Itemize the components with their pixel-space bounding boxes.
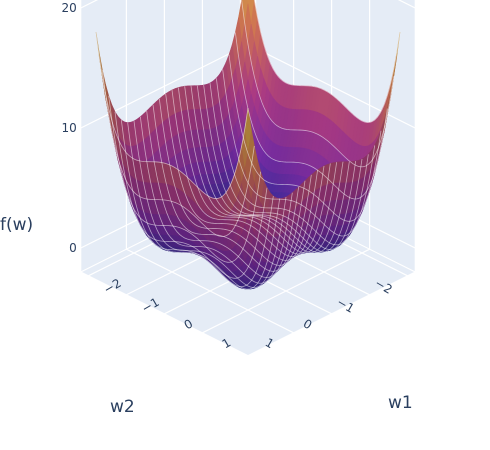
contour-line — [190, 85, 344, 253]
contour-line — [114, 111, 268, 279]
contour-line — [196, 85, 350, 253]
contour-line — [215, 78, 369, 246]
surface-contours — [95, 0, 401, 290]
z-tick-label: 20 — [62, 1, 77, 15]
contour-line — [146, 110, 300, 278]
contour-line — [184, 86, 338, 254]
z-tick-label: 0 — [69, 241, 77, 255]
contour-line — [234, 32, 388, 200]
contour-line — [158, 98, 312, 266]
contour-line — [241, 0, 395, 168]
z-tick-label: 10 — [62, 121, 77, 135]
contour-line — [177, 87, 331, 255]
z-axis-title: f(w) — [0, 215, 33, 235]
contour-line — [253, 0, 401, 123]
contour-line — [101, 69, 255, 237]
x-axis-title: w1 — [388, 393, 413, 413]
contour-line — [171, 89, 325, 257]
contour-line — [139, 116, 293, 284]
contour-line — [209, 82, 363, 250]
contour-line — [108, 95, 262, 263]
contour-line — [152, 104, 306, 272]
grid-line-w2 — [126, 248, 294, 334]
contour-line — [133, 120, 287, 288]
y-axis-title: w2 — [110, 397, 135, 417]
contour-line — [127, 122, 281, 290]
contour-line — [203, 84, 357, 253]
contour-line — [165, 93, 319, 261]
contour-line — [95, 31, 249, 199]
